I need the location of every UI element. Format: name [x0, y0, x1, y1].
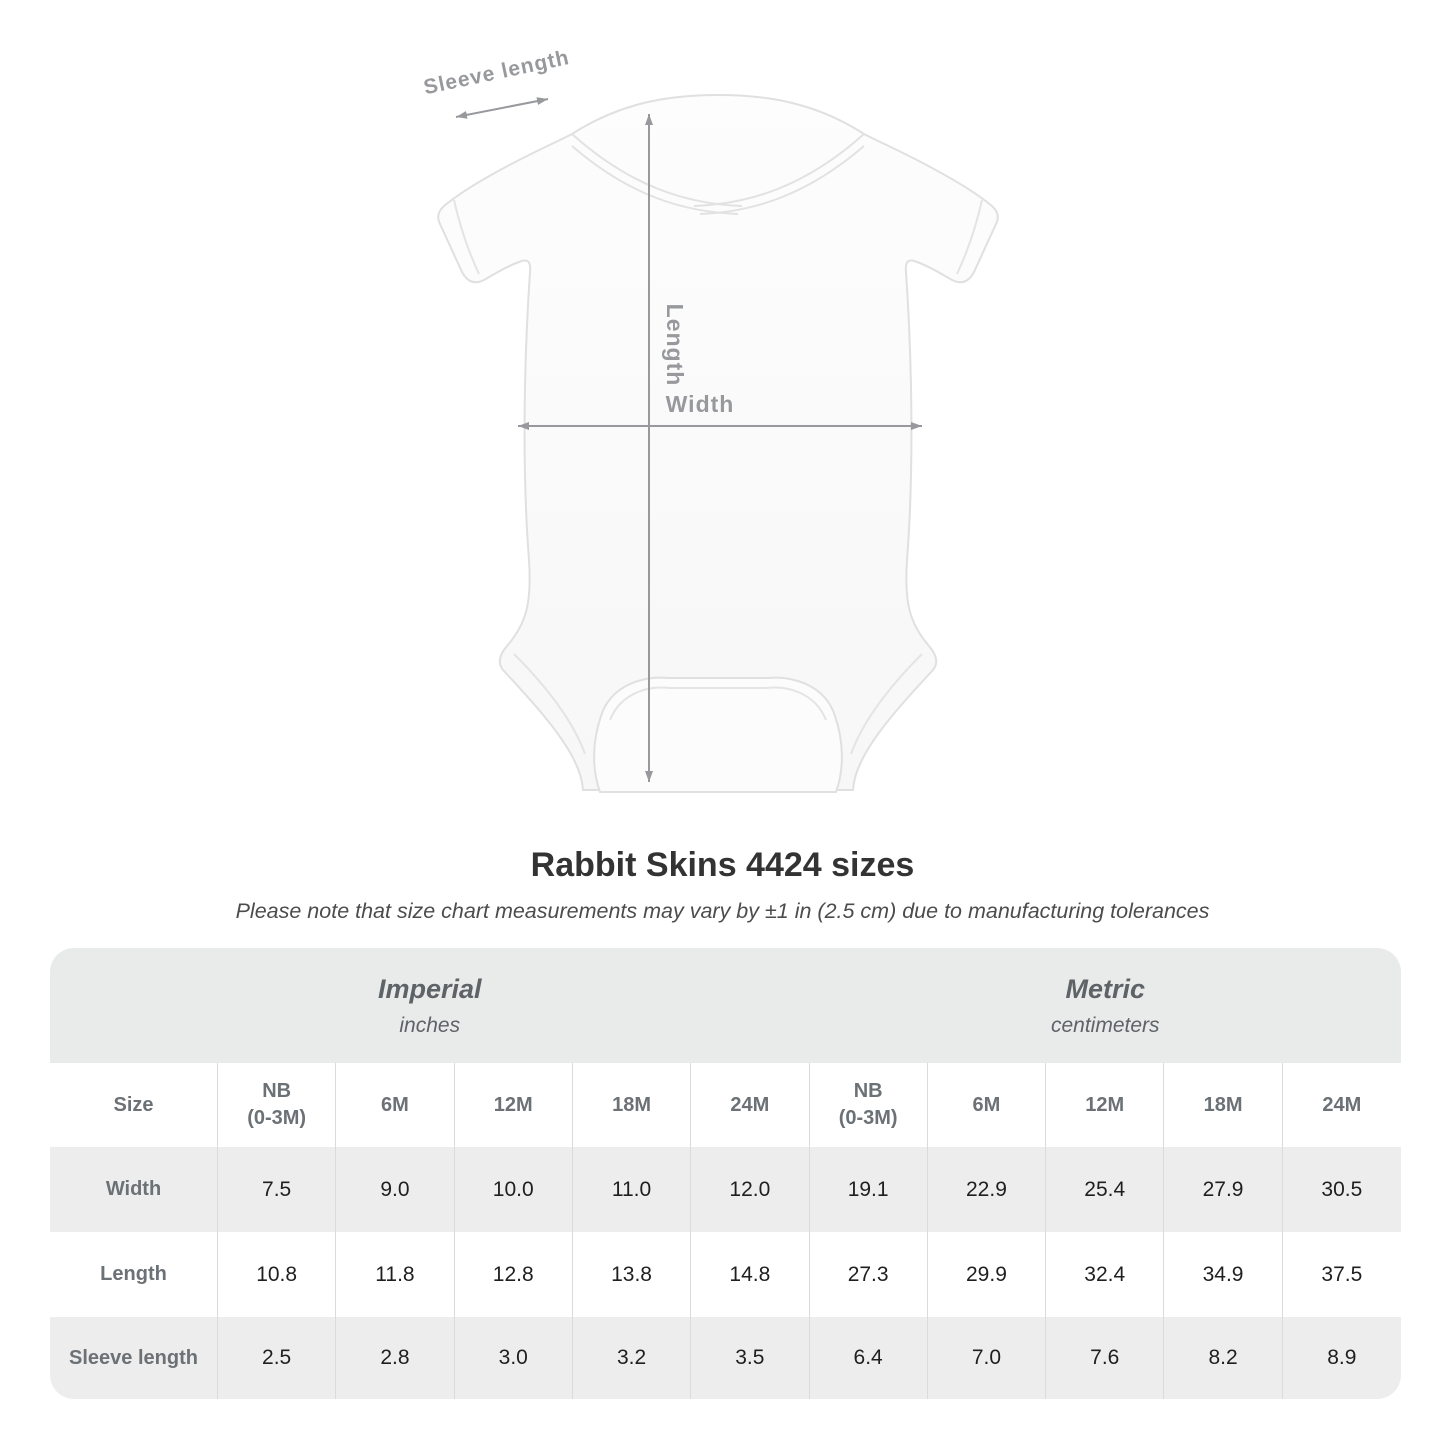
col-header-imperial-12m: 12M [454, 1063, 573, 1147]
value-cell: 29.9 [927, 1232, 1047, 1317]
col-header-metric-nb: NB (0-3M) [809, 1063, 928, 1147]
snap-flap-binding [609, 686, 827, 721]
value-cell: 12.8 [454, 1232, 573, 1317]
sleeve-hems [453, 199, 983, 275]
value-cell: 11.0 [572, 1147, 692, 1232]
col-header-metric-18m: 18M [1164, 1063, 1283, 1147]
sleeve-length-arrow [455, 97, 549, 119]
value-cell: 2.8 [336, 1317, 455, 1399]
snap-flap [593, 676, 843, 793]
onesie-illustration [437, 93, 999, 793]
unit-group-title: Imperial [377, 973, 482, 1004]
col-header-metric-12m: 12M [1046, 1063, 1165, 1147]
value-cell: 32.4 [1046, 1232, 1165, 1317]
width-label: Width [666, 391, 735, 417]
unit-group-subtitle: centimeters [1050, 1013, 1160, 1037]
value-cell: 7.5 [218, 1147, 337, 1232]
col-header-imperial-nb: NB (0-3M) [218, 1063, 337, 1147]
col-header-imperial-24m: 24M [691, 1063, 810, 1147]
value-cell: 37.5 [1282, 1232, 1401, 1317]
value-cell: 3.0 [454, 1317, 573, 1399]
page-title: Rabbit Skins 4424 sizes [530, 846, 915, 884]
value-cell: 27.9 [1164, 1147, 1283, 1232]
unit-group-imperial: Imperial inches [50, 948, 810, 1063]
value-cell: 14.8 [691, 1232, 810, 1317]
size-diagram: Sleeve length Length Width [422, 46, 999, 793]
length-label: Length [662, 304, 688, 387]
value-cell: 7.0 [927, 1317, 1047, 1399]
value-cell: 13.8 [572, 1232, 692, 1317]
size-table: Imperial inches Metric centimeters Size … [50, 948, 1401, 1399]
value-cell: 3.2 [572, 1317, 692, 1399]
row-label-length: Length [50, 1232, 218, 1317]
col-header-metric-24m: 24M [1282, 1063, 1401, 1147]
leg-bindings [513, 653, 923, 755]
value-cell: 3.5 [691, 1317, 810, 1399]
col-header-metric-6m: 6M [927, 1063, 1047, 1147]
value-cell: 22.9 [927, 1147, 1047, 1232]
col-header-imperial-18m: 18M [572, 1063, 692, 1147]
sleeve-length-label: Sleeve length [422, 46, 572, 99]
value-cell: 11.8 [336, 1232, 455, 1317]
value-cell: 2.5 [218, 1317, 337, 1399]
unit-group-metric: Metric centimeters [809, 948, 1401, 1063]
row-label-sleeve-length: Sleeve length [50, 1317, 218, 1399]
value-cell: 7.6 [1046, 1317, 1165, 1399]
row-label-width: Width [50, 1147, 218, 1232]
size-header-label: Size [50, 1063, 218, 1147]
unit-group-title: Metric [1065, 973, 1146, 1004]
value-cell: 27.3 [809, 1232, 928, 1317]
value-cell: 10.8 [218, 1232, 337, 1317]
value-cell: 9.0 [336, 1147, 455, 1232]
value-cell: 34.9 [1164, 1232, 1283, 1317]
value-cell: 12.0 [691, 1147, 810, 1232]
value-cell: 10.0 [454, 1147, 573, 1232]
value-cell: 30.5 [1282, 1147, 1401, 1232]
value-cell: 25.4 [1046, 1147, 1165, 1232]
page-subtitle: Please note that size chart measurements… [235, 899, 1210, 923]
value-cell: 19.1 [809, 1147, 928, 1232]
unit-group-subtitle: inches [399, 1013, 461, 1037]
col-header-imperial-6m: 6M [336, 1063, 455, 1147]
envelope-neckline [571, 133, 865, 215]
value-cell: 6.4 [809, 1317, 928, 1399]
value-cell: 8.9 [1282, 1317, 1401, 1399]
onesie-body [437, 93, 999, 791]
value-cell: 8.2 [1164, 1317, 1283, 1399]
